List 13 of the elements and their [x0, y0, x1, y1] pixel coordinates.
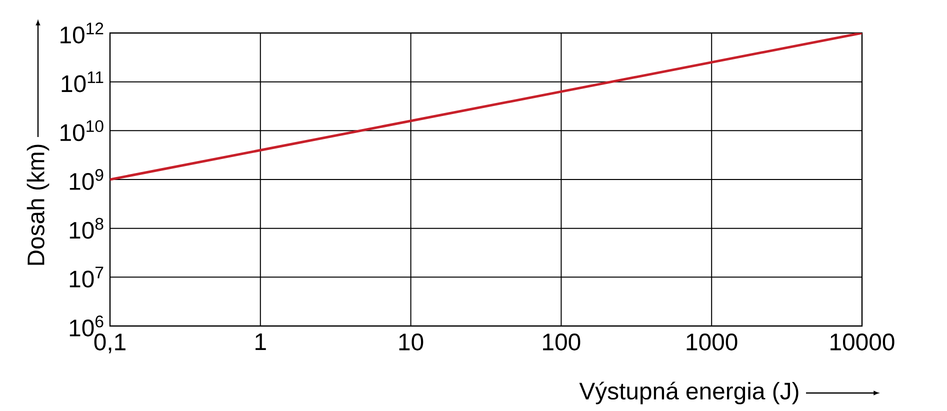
y-tick-label: 10$^{12}$: [60, 22, 104, 44]
y-tick-label: 10$^{10}$: [60, 120, 104, 142]
y-tick-label: 10$^{7}$: [70, 266, 104, 288]
y-tick-label: 10$^{8}$: [70, 218, 104, 239]
x-tick-label: 1: [256, 334, 266, 350]
y-tick-label: 10$^{9}$: [70, 169, 104, 190]
x-tick-label: 10000: [830, 334, 894, 350]
x-tick-label: 1000: [686, 334, 738, 350]
y-tick-label: 10$^{11}$: [62, 71, 104, 92]
x-axis-title: Výstupná energia (J): [579, 382, 798, 404]
x-tick-label: 10: [399, 334, 424, 350]
y-axis-title: Dosah (km): [26, 144, 50, 265]
x-tick-label: 100: [543, 334, 580, 350]
